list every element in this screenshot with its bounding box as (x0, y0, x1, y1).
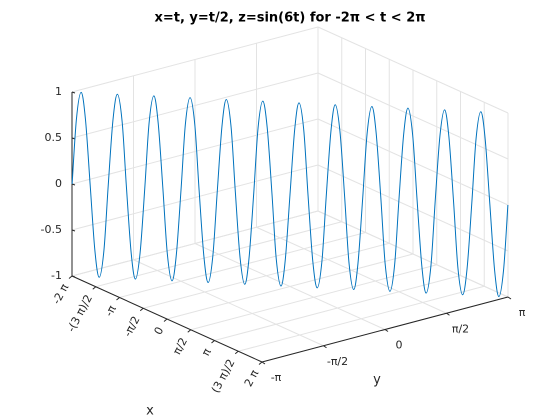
grid-line (317, 118, 509, 206)
x-tick (116, 297, 120, 301)
grid-line (256, 226, 447, 314)
z-tick-label: 0.5 (45, 131, 63, 144)
grid-line (194, 243, 386, 330)
z-tick-label: -0.5 (41, 223, 62, 236)
z-tick-label: 0 (55, 177, 62, 190)
y-tick-label: π/2 (452, 322, 469, 335)
x-tick (139, 307, 144, 312)
grid-line (317, 72, 509, 160)
x-tick (68, 275, 73, 279)
z-tick (71, 183, 76, 186)
y-tick-label: -π (271, 371, 282, 384)
x-axis-label: x (146, 404, 154, 419)
grid-line (133, 259, 324, 347)
data-line (71, 91, 509, 298)
y-axis-label: y (373, 373, 381, 388)
z-tick (71, 91, 76, 94)
y-tick (446, 312, 450, 316)
x-tick (211, 340, 215, 344)
x-tick (187, 329, 192, 333)
grid-line (71, 26, 319, 93)
grid-line (71, 210, 319, 277)
grid-line (71, 164, 319, 231)
z-tick (71, 229, 76, 232)
grid-line (317, 164, 509, 252)
grid-line (71, 72, 319, 139)
z-tick-label: -1 (51, 269, 62, 282)
chart-title: x=t, y=t/2, z=sin(6t) for -2π < t < 2π (154, 11, 425, 26)
z-tick-label: 1 (55, 85, 62, 98)
x-tick (258, 361, 263, 365)
grid-line (317, 210, 509, 298)
y-tick (507, 296, 512, 300)
x-tick (163, 318, 168, 322)
x-tick (234, 350, 239, 355)
y-tick-label: π (519, 306, 526, 319)
y-tick-label: 0 (396, 339, 403, 352)
grid-line (317, 26, 509, 114)
y-tick-label: -π/2 (327, 355, 348, 368)
x-tick (92, 286, 97, 290)
y-tick (384, 329, 389, 332)
y-tick (261, 361, 266, 365)
y-tick (323, 345, 327, 349)
z-tick (71, 275, 76, 278)
grid-line (71, 118, 319, 185)
